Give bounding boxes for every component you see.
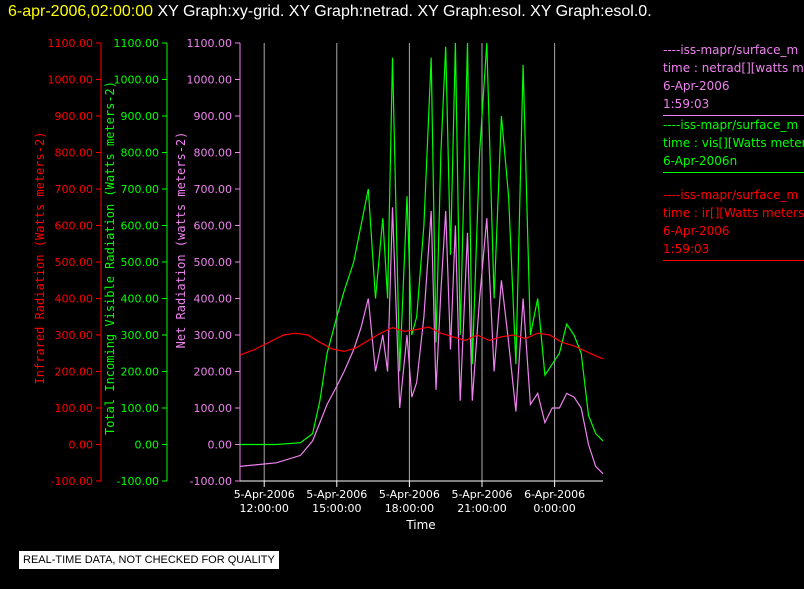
- x-tick-date: 5-Apr-2006: [379, 488, 440, 501]
- y-tick-label-netrad: 400.00: [194, 293, 233, 306]
- y-tick-label-ir: 600.00: [55, 220, 94, 233]
- y-axis-label-vis: Total Incoming Visible Radiation (Watts …: [103, 81, 117, 435]
- y-tick-label-vis: 1100.00: [114, 37, 160, 50]
- x-tick-time: 21:00:00: [457, 502, 506, 515]
- y-tick-label-netrad: 600.00: [194, 220, 233, 233]
- title-date: 6-apr-2006,02:00:00: [8, 3, 153, 20]
- legend-line: time : netrad[][watts m: [663, 61, 804, 75]
- x-tick-date: 5-Apr-2006: [306, 488, 367, 501]
- legend-line: 6-Apr-2006: [663, 224, 730, 238]
- legend-line: 6-Apr-2006: [663, 79, 730, 93]
- y-tick-label-vis: 500.00: [121, 256, 160, 269]
- x-tick-time: 15:00:00: [312, 502, 361, 515]
- y-tick-label-netrad: 0.00: [208, 439, 233, 452]
- legend-separator: [663, 115, 804, 116]
- y-tick-label-vis: 1000.00: [114, 74, 160, 87]
- title-graphs: XY Graph:xy-grid. XY Graph:netrad. XY Gr…: [157, 3, 652, 20]
- y-tick-label-netrad: 200.00: [194, 366, 233, 379]
- series-line-vis: [240, 42, 604, 446]
- quality-notice: REAL-TIME DATA, NOT CHECKED FOR QUALITY: [19, 551, 279, 569]
- legend-line: ----iss-mapr/surface_m: [663, 188, 799, 202]
- y-tick-label-netrad: -100.00: [190, 475, 232, 488]
- y-tick-label-ir: 900.00: [55, 110, 94, 123]
- legend-line: 1:59:03: [663, 242, 710, 256]
- legend-separator: [663, 172, 804, 173]
- y-tick-label-netrad: 1000.00: [187, 74, 233, 87]
- y-tick-label-netrad: 500.00: [194, 256, 233, 269]
- y-axis-label-netrad: Net Radiation (watts meters-2): [174, 132, 188, 349]
- legend-line: time : vis[][Watts meter: [663, 136, 804, 150]
- y-tick-label-netrad: 1100.00: [187, 37, 233, 50]
- x-axis: 5-Apr-200612:00:005-Apr-200615:00:005-Ap…: [234, 480, 603, 532]
- series-line-netrad: [239, 207, 604, 475]
- y-tick-label-ir: 300.00: [55, 329, 94, 342]
- y-tick-label-vis: 300.00: [121, 329, 160, 342]
- y-tick-label-netrad: 300.00: [194, 329, 233, 342]
- y-tick-label-netrad: 100.00: [194, 402, 233, 415]
- x-axis-label: Time: [405, 518, 435, 532]
- x-tick-date: 6-Apr-2006: [524, 488, 585, 501]
- series-line-ir: [239, 326, 604, 360]
- y-tick-label-vis: -100.00: [117, 475, 159, 488]
- y-tick-label-ir: 1100.00: [48, 37, 94, 50]
- legend-line: time : ir[][Watts meters: [663, 206, 804, 220]
- y-tick-label-ir: 700.00: [55, 183, 94, 196]
- y-tick-label-ir: 0.00: [69, 439, 94, 452]
- x-tick-time: 12:00:00: [239, 502, 288, 515]
- y-tick-label-netrad: 800.00: [194, 147, 233, 160]
- y-axis-label-ir: Infrared Radiation (Watts meters-2): [33, 132, 47, 385]
- y-tick-label-netrad: 900.00: [194, 110, 233, 123]
- y-tick-label-ir: 1000.00: [48, 74, 94, 87]
- y-tick-label-vis: 0.00: [135, 439, 160, 452]
- legend-line: ----iss-mapr/surface_m: [663, 118, 799, 132]
- y-tick-label-ir: 200.00: [55, 366, 94, 379]
- y-axes: -100.00 0.00 100.00 200.00 300.00 400.00 500.0…: [33, 37, 241, 488]
- x-tick-date: 5-Apr-2006: [234, 488, 295, 501]
- x-tick-time: 18:00:00: [385, 502, 434, 515]
- y-tick-label-vis: 400.00: [121, 293, 160, 306]
- y-tick-label-vis: 100.00: [121, 402, 160, 415]
- legend-separator: [663, 260, 804, 261]
- legend-line: 6-Apr-2006n: [663, 154, 738, 168]
- series-lines: [239, 42, 604, 475]
- x-tick-date: 5-Apr-2006: [451, 488, 512, 501]
- y-tick-label-netrad: 700.00: [194, 183, 233, 196]
- y-tick-label-vis: 600.00: [121, 220, 160, 233]
- y-tick-label-ir: 100.00: [55, 402, 94, 415]
- page-title: 6-apr-2006,02:00:00 XY Graph:xy-grid. XY…: [8, 3, 652, 21]
- y-tick-label-ir: 800.00: [55, 147, 94, 160]
- y-tick-label-vis: 200.00: [121, 366, 160, 379]
- y-tick-label-vis: 700.00: [121, 183, 160, 196]
- x-tick-time: 0:00:00: [533, 502, 575, 515]
- y-tick-label-ir: 500.00: [55, 256, 94, 269]
- legend-line: ----iss-mapr/surface_m: [663, 43, 799, 57]
- legend-line: 1:59:03: [663, 97, 710, 111]
- y-tick-label-vis: 900.00: [121, 110, 160, 123]
- y-tick-label-vis: 800.00: [121, 147, 160, 160]
- y-tick-label-ir: -100.00: [51, 475, 93, 488]
- y-tick-label-ir: 400.00: [55, 293, 94, 306]
